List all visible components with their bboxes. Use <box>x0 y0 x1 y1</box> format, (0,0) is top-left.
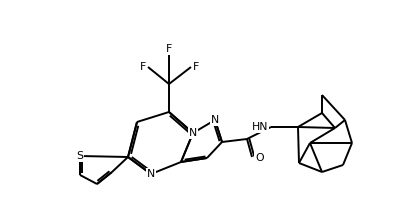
Text: O: O <box>255 153 264 163</box>
Text: HN: HN <box>251 122 268 132</box>
Text: S: S <box>77 151 84 161</box>
Text: N: N <box>211 115 219 125</box>
Text: F: F <box>140 62 146 72</box>
Text: F: F <box>166 44 172 54</box>
Text: F: F <box>193 62 199 72</box>
Text: N: N <box>189 128 197 138</box>
Text: N: N <box>147 169 155 179</box>
